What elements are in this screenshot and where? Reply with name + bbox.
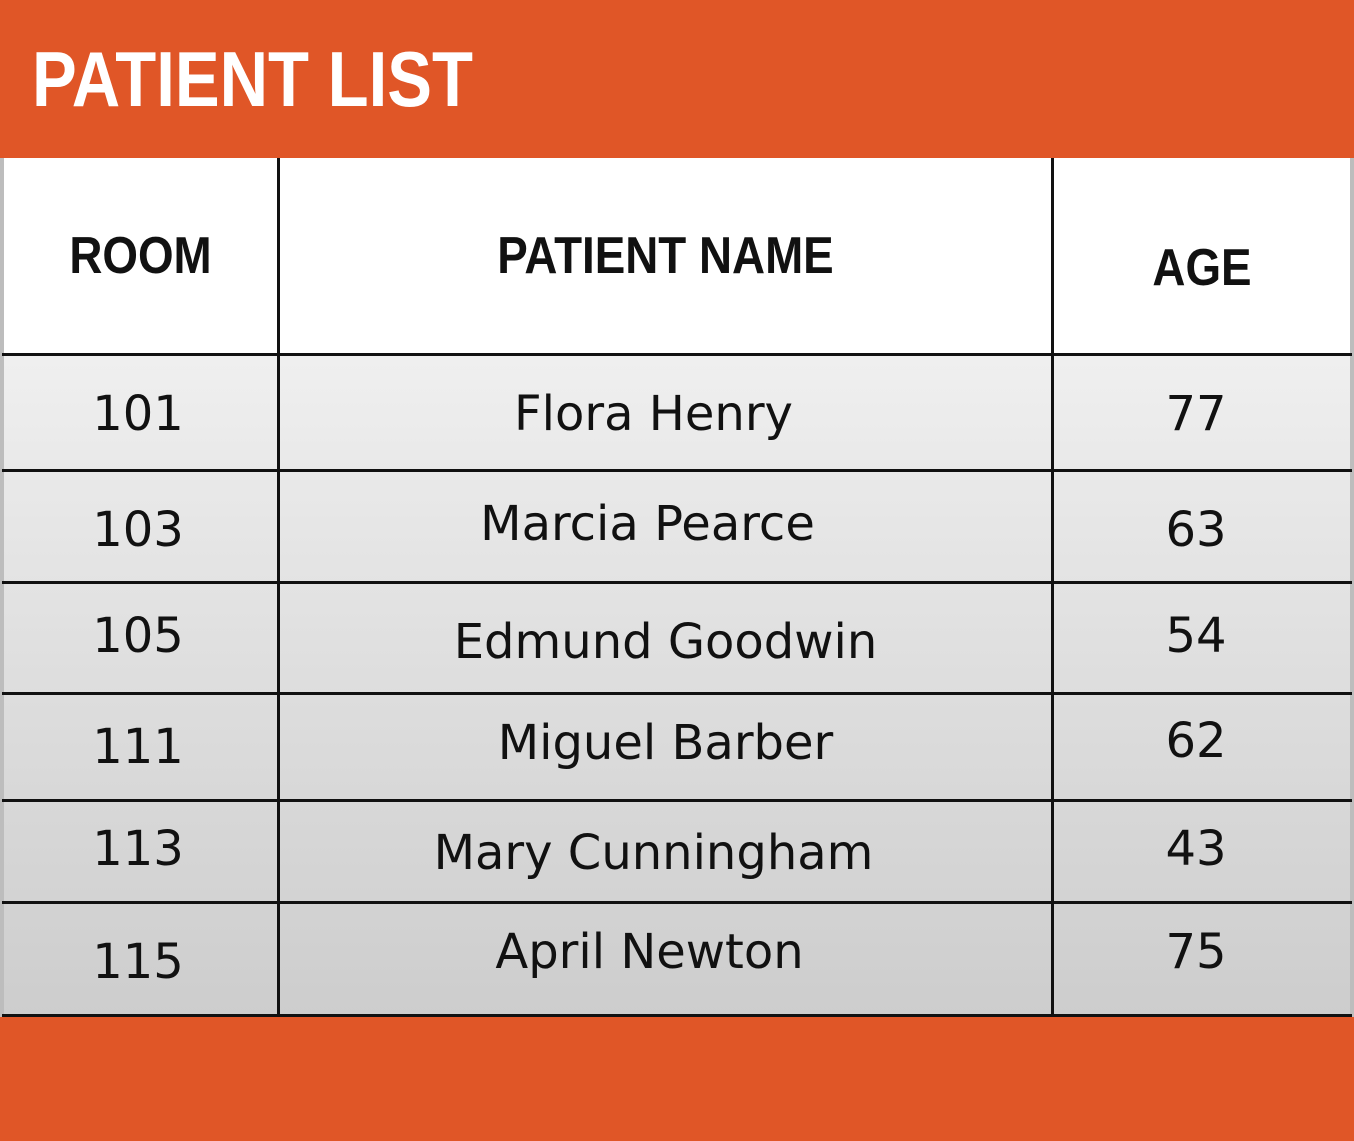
table-cell-room: 105 xyxy=(92,608,184,664)
table-header-row xyxy=(2,158,1352,354)
table-cell-age: 77 xyxy=(1165,385,1227,442)
page-title: PATIENT LIST xyxy=(32,35,473,123)
column-divider xyxy=(277,158,280,1017)
column-header-patient-name: PATIENT NAME xyxy=(497,226,834,285)
table-cell-room: 101 xyxy=(92,385,184,442)
row-divider xyxy=(2,581,1352,584)
table-cell-patient-name: Miguel Barber xyxy=(497,715,834,771)
row-divider xyxy=(2,692,1352,695)
table-cell-age: 63 xyxy=(1165,502,1227,558)
table-cell-room: 113 xyxy=(92,821,184,877)
table-cell-age: 75 xyxy=(1165,924,1227,980)
table-cell-room: 103 xyxy=(92,502,184,558)
column-header-room: ROOM xyxy=(69,226,212,285)
column-header-age: AGE xyxy=(1152,238,1252,297)
row-divider xyxy=(2,901,1352,904)
table-cell-patient-name: Mary Cunningham xyxy=(433,825,874,881)
table-cell-age: 62 xyxy=(1165,713,1227,769)
row-divider xyxy=(2,799,1352,802)
footer-bar xyxy=(0,1017,1354,1141)
table-left-edge xyxy=(0,158,4,1017)
table-cell-age: 43 xyxy=(1165,821,1227,877)
table-bottom-border xyxy=(2,1014,1352,1017)
table-cell-patient-name: April Newton xyxy=(495,924,804,980)
column-divider xyxy=(1051,158,1054,1017)
table-right-edge xyxy=(1350,158,1354,1017)
table-cell-patient-name: Marcia Pearce xyxy=(480,496,815,552)
row-divider xyxy=(2,353,1352,356)
table-cell-patient-name: Flora Henry xyxy=(514,385,793,442)
row-divider xyxy=(2,469,1352,472)
table-cell-room: 115 xyxy=(92,934,184,990)
header-bar: PATIENT LIST xyxy=(0,0,1354,158)
table-cell-room: 111 xyxy=(92,719,184,775)
table-cell-age: 54 xyxy=(1165,608,1227,664)
table-cell-patient-name: Edmund Goodwin xyxy=(453,614,878,670)
